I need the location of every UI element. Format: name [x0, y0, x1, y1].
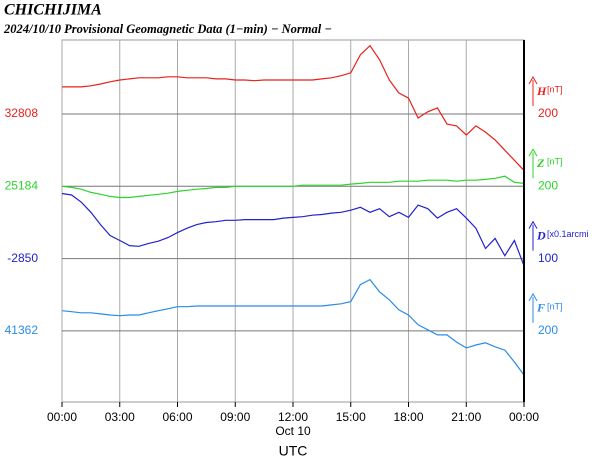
series-name: D [536, 228, 546, 242]
x-tick-label: 21:00 [451, 410, 481, 424]
chart-subtitle: 2024/10/10 Provisional Geomagnetic Data … [3, 22, 332, 36]
baseline-label: -2850 [7, 251, 38, 265]
series-name: Z [536, 156, 545, 170]
x-tick-label: 18:00 [393, 410, 423, 424]
x-tick-label: 06:00 [162, 410, 192, 424]
series-line [61, 175, 525, 199]
series-unit: [nT] [547, 301, 563, 311]
chart-title: CHICHIJIMA [4, 2, 102, 19]
x-tick-label: 00:00 [47, 410, 77, 424]
scale-label: 200 [538, 106, 558, 120]
date-label: Oct 10 [275, 424, 311, 438]
x-tick-label: 00:00 [509, 410, 539, 424]
x-tick-label: 09:00 [220, 410, 250, 424]
x-tick-label: 15:00 [336, 410, 366, 424]
scale-arrow-head [528, 148, 538, 157]
baseline-label: 32808 [5, 106, 39, 120]
baseline-label: 41362 [5, 323, 39, 337]
series-line [62, 44, 525, 171]
series-line [61, 278, 525, 376]
x-tick-label: 03:00 [105, 410, 135, 424]
scale-label: 100 [538, 251, 558, 265]
baseline-label: 25184 [5, 178, 39, 192]
scale-arrow-head [528, 220, 538, 229]
series-name: H [536, 84, 547, 98]
series-unit: [nT] [547, 84, 563, 94]
series-name: F [536, 301, 545, 315]
series-unit: [x0.1arcmi [547, 229, 589, 239]
scale-label: 200 [538, 323, 558, 337]
x-axis-label: UTC [279, 443, 308, 459]
x-tick-label: 12:00 [278, 410, 308, 424]
scale-label: 200 [538, 178, 558, 192]
series-line [61, 192, 525, 267]
scale-arrow-head [528, 292, 538, 302]
scale-arrow-head [528, 75, 538, 85]
series-unit: [nT] [547, 157, 563, 167]
